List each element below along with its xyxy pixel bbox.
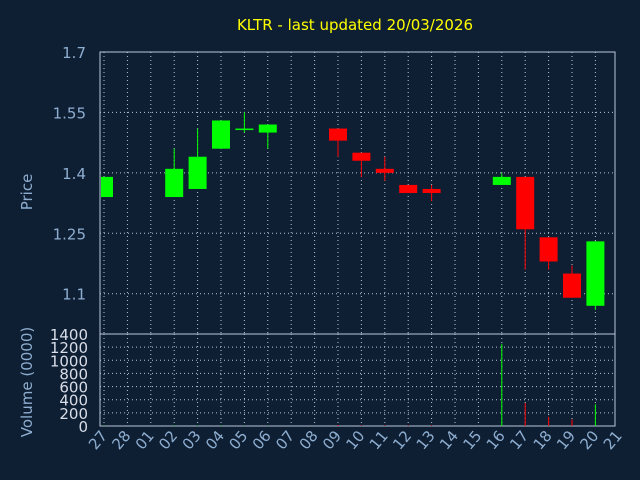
x-tick-label: 15 xyxy=(459,427,485,453)
x-tick-label: 04 xyxy=(202,427,228,453)
price-axis-label: Price xyxy=(18,174,36,211)
price-tick-label: 1.1 xyxy=(62,286,86,304)
x-tick-label: 17 xyxy=(506,427,532,453)
candle-body xyxy=(329,128,347,141)
x-tick-label: 10 xyxy=(342,427,368,453)
x-tick-label: 14 xyxy=(436,427,462,453)
volume-tick-label: 400 xyxy=(59,392,88,410)
candle-body xyxy=(235,128,254,131)
x-tick-label: 01 xyxy=(132,427,158,453)
candle-body xyxy=(399,184,418,193)
volume-tick-label: 1200 xyxy=(50,339,88,357)
chart-title: KLTR - last updated 20/03/2026 xyxy=(237,16,473,34)
candle-12 xyxy=(399,184,418,193)
candle-19 xyxy=(563,265,581,298)
x-tick-label: 20 xyxy=(576,427,602,453)
x-tick-label: 19 xyxy=(553,427,579,453)
volume-axis-label: Volume (0000) xyxy=(18,327,36,437)
candle-09 xyxy=(329,128,347,157)
x-tick-label: 05 xyxy=(225,427,251,453)
x-tick-label: 12 xyxy=(389,427,415,453)
candle-06 xyxy=(258,124,277,149)
candle-body xyxy=(539,237,558,262)
x-tick-label: 07 xyxy=(272,427,298,453)
volume-tick-label: 600 xyxy=(59,379,88,397)
x-tick-label: 28 xyxy=(108,427,134,453)
candle-body xyxy=(563,273,581,298)
candle-body xyxy=(516,176,535,230)
candle-05 xyxy=(235,112,254,133)
candle-11 xyxy=(375,156,394,181)
x-tick-label: 11 xyxy=(366,427,392,453)
x-tick-label: 18 xyxy=(530,427,556,453)
candle-18 xyxy=(539,237,558,270)
candle-02 xyxy=(165,148,184,198)
price-tick-label: 1.7 xyxy=(62,44,86,62)
price-tick-label: 1.25 xyxy=(53,225,86,243)
x-tick-label: 06 xyxy=(249,427,275,453)
candle-body xyxy=(352,152,371,161)
candle-03 xyxy=(188,128,207,189)
candle-body xyxy=(188,156,207,189)
candle-04 xyxy=(212,120,230,149)
x-axis-label: Day xyxy=(333,458,363,476)
candle-body xyxy=(492,176,511,185)
x-tick-label: 27 xyxy=(85,427,111,453)
volume-tick-label: 200 xyxy=(59,405,88,423)
x-tick-label: 16 xyxy=(483,427,509,453)
candle-body xyxy=(101,176,113,198)
volume-tick-label: 1400 xyxy=(50,326,88,344)
price-tick-label: 1.4 xyxy=(62,165,86,183)
volume-plot-frame xyxy=(99,333,616,427)
volume-tick-label: 1000 xyxy=(50,352,88,370)
x-tick-label: 13 xyxy=(413,427,439,453)
candle-27 xyxy=(101,176,113,198)
candle-body xyxy=(422,188,441,193)
volume-tick-label: 0 xyxy=(78,418,88,436)
x-tick-label: 02 xyxy=(155,427,181,453)
x-tick-label: 09 xyxy=(319,427,345,453)
candle-body xyxy=(212,120,230,149)
candle-body xyxy=(375,168,394,173)
candle-body xyxy=(586,241,605,306)
volume-tick-label: 800 xyxy=(59,365,88,383)
x-tick-label: 08 xyxy=(296,427,322,453)
candle-13 xyxy=(422,184,441,202)
candle-17 xyxy=(516,176,535,270)
candle-16 xyxy=(492,172,511,185)
x-tick-label: 21 xyxy=(600,427,626,453)
x-tick-label: 03 xyxy=(179,427,205,453)
candle-body xyxy=(165,168,184,198)
price-panel: 1.1 1.25 1.4 1.55 1.7 Price xyxy=(18,44,616,335)
candle-10 xyxy=(352,152,371,177)
price-tick-label: 1.55 xyxy=(53,104,86,122)
candle-body xyxy=(258,124,277,133)
candle-20 xyxy=(586,241,605,310)
